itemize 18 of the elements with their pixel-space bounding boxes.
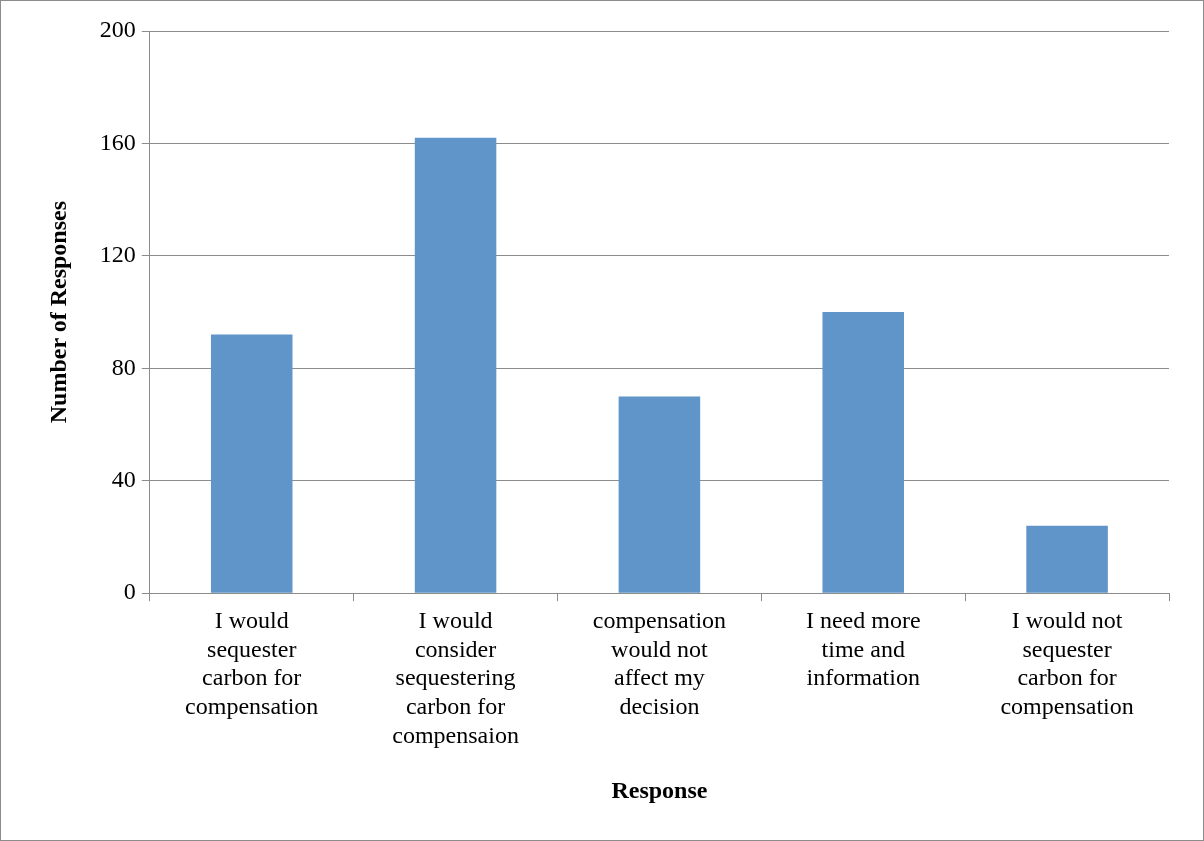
x-tick-label: I would sequester carbon for compensation xyxy=(185,606,319,720)
y-tick-label: 160 xyxy=(99,128,136,155)
bar xyxy=(618,396,701,593)
x-tick-label: I need more time and information xyxy=(805,606,921,691)
x-axis-title: Response xyxy=(611,776,708,803)
bar xyxy=(210,334,293,593)
x-tick-label: I would consider sequestering carbon for compensaion xyxy=(392,606,519,749)
y-axis-title: Number of Responses xyxy=(44,200,71,424)
x-tick-label: compensation would not affect my decision xyxy=(592,606,727,720)
y-tick-label: 40 xyxy=(111,466,136,493)
bar xyxy=(822,312,905,593)
y-tick-label: 80 xyxy=(111,353,136,380)
y-tick-label: 0 xyxy=(123,578,136,605)
y-tick-label: 120 xyxy=(99,241,136,268)
bar xyxy=(1026,525,1108,593)
bar xyxy=(414,137,497,593)
x-tick-label: I would not sequester carbon for compensation xyxy=(1000,606,1134,720)
y-tick-label: 200 xyxy=(99,16,136,43)
